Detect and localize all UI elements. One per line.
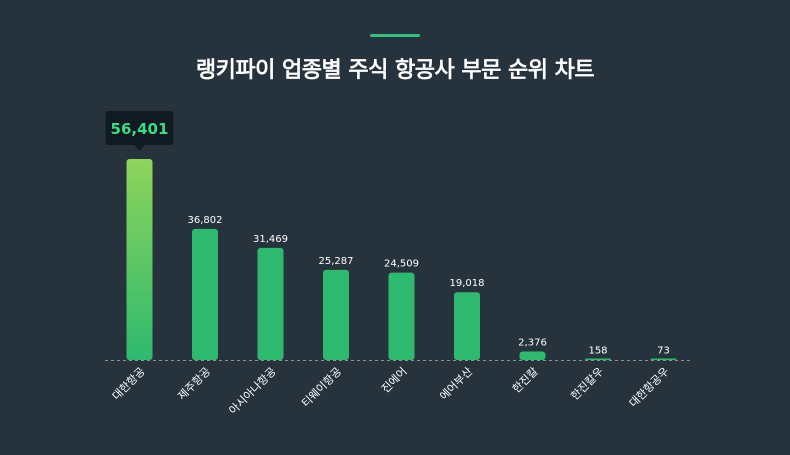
category-label-8: 한진칼우 <box>568 365 606 403</box>
bar-7[interactable] <box>519 351 546 360</box>
bar-4[interactable] <box>323 269 349 360</box>
value-label-4: 25,287 <box>319 256 354 267</box>
category-label-5: 진에어 <box>379 365 410 396</box>
chart-title: 랭키파이 업종별 주식 항공사 부문 순위 차트 <box>195 58 595 83</box>
tooltip-arrow <box>134 145 145 151</box>
bar-3[interactable] <box>257 247 284 360</box>
bar-6[interactable] <box>454 292 480 360</box>
value-label-3: 31,469 <box>253 234 288 245</box>
value-label-9: 73 <box>657 346 670 357</box>
bar-8[interactable] <box>585 358 611 361</box>
category-label-9: 대한항공우 <box>627 365 672 410</box>
value-label-2: 36,802 <box>188 215 223 226</box>
accent-line <box>370 34 420 37</box>
bar-9[interactable] <box>650 358 677 361</box>
value-tooltip <box>105 111 174 145</box>
category-label-1: 대한항공 <box>110 365 148 403</box>
value-label-7: 2,376 <box>518 338 547 349</box>
category-label-3: 아시아나항공 <box>226 365 278 417</box>
category-label-7: 한진칼 <box>510 365 541 396</box>
value-label-8: 158 <box>588 345 607 356</box>
category-label-2: 제주항공 <box>175 365 213 403</box>
bar-1[interactable] <box>126 159 153 360</box>
value-label-1: 56,401 <box>111 120 169 138</box>
value-label-6: 19,018 <box>450 278 485 289</box>
category-label-4: 티웨이항공 <box>299 365 344 410</box>
bar-5[interactable] <box>388 272 415 360</box>
category-label-6: 에어부산 <box>437 365 475 403</box>
bar-2[interactable] <box>192 228 218 360</box>
value-label-5: 24,509 <box>384 259 419 270</box>
